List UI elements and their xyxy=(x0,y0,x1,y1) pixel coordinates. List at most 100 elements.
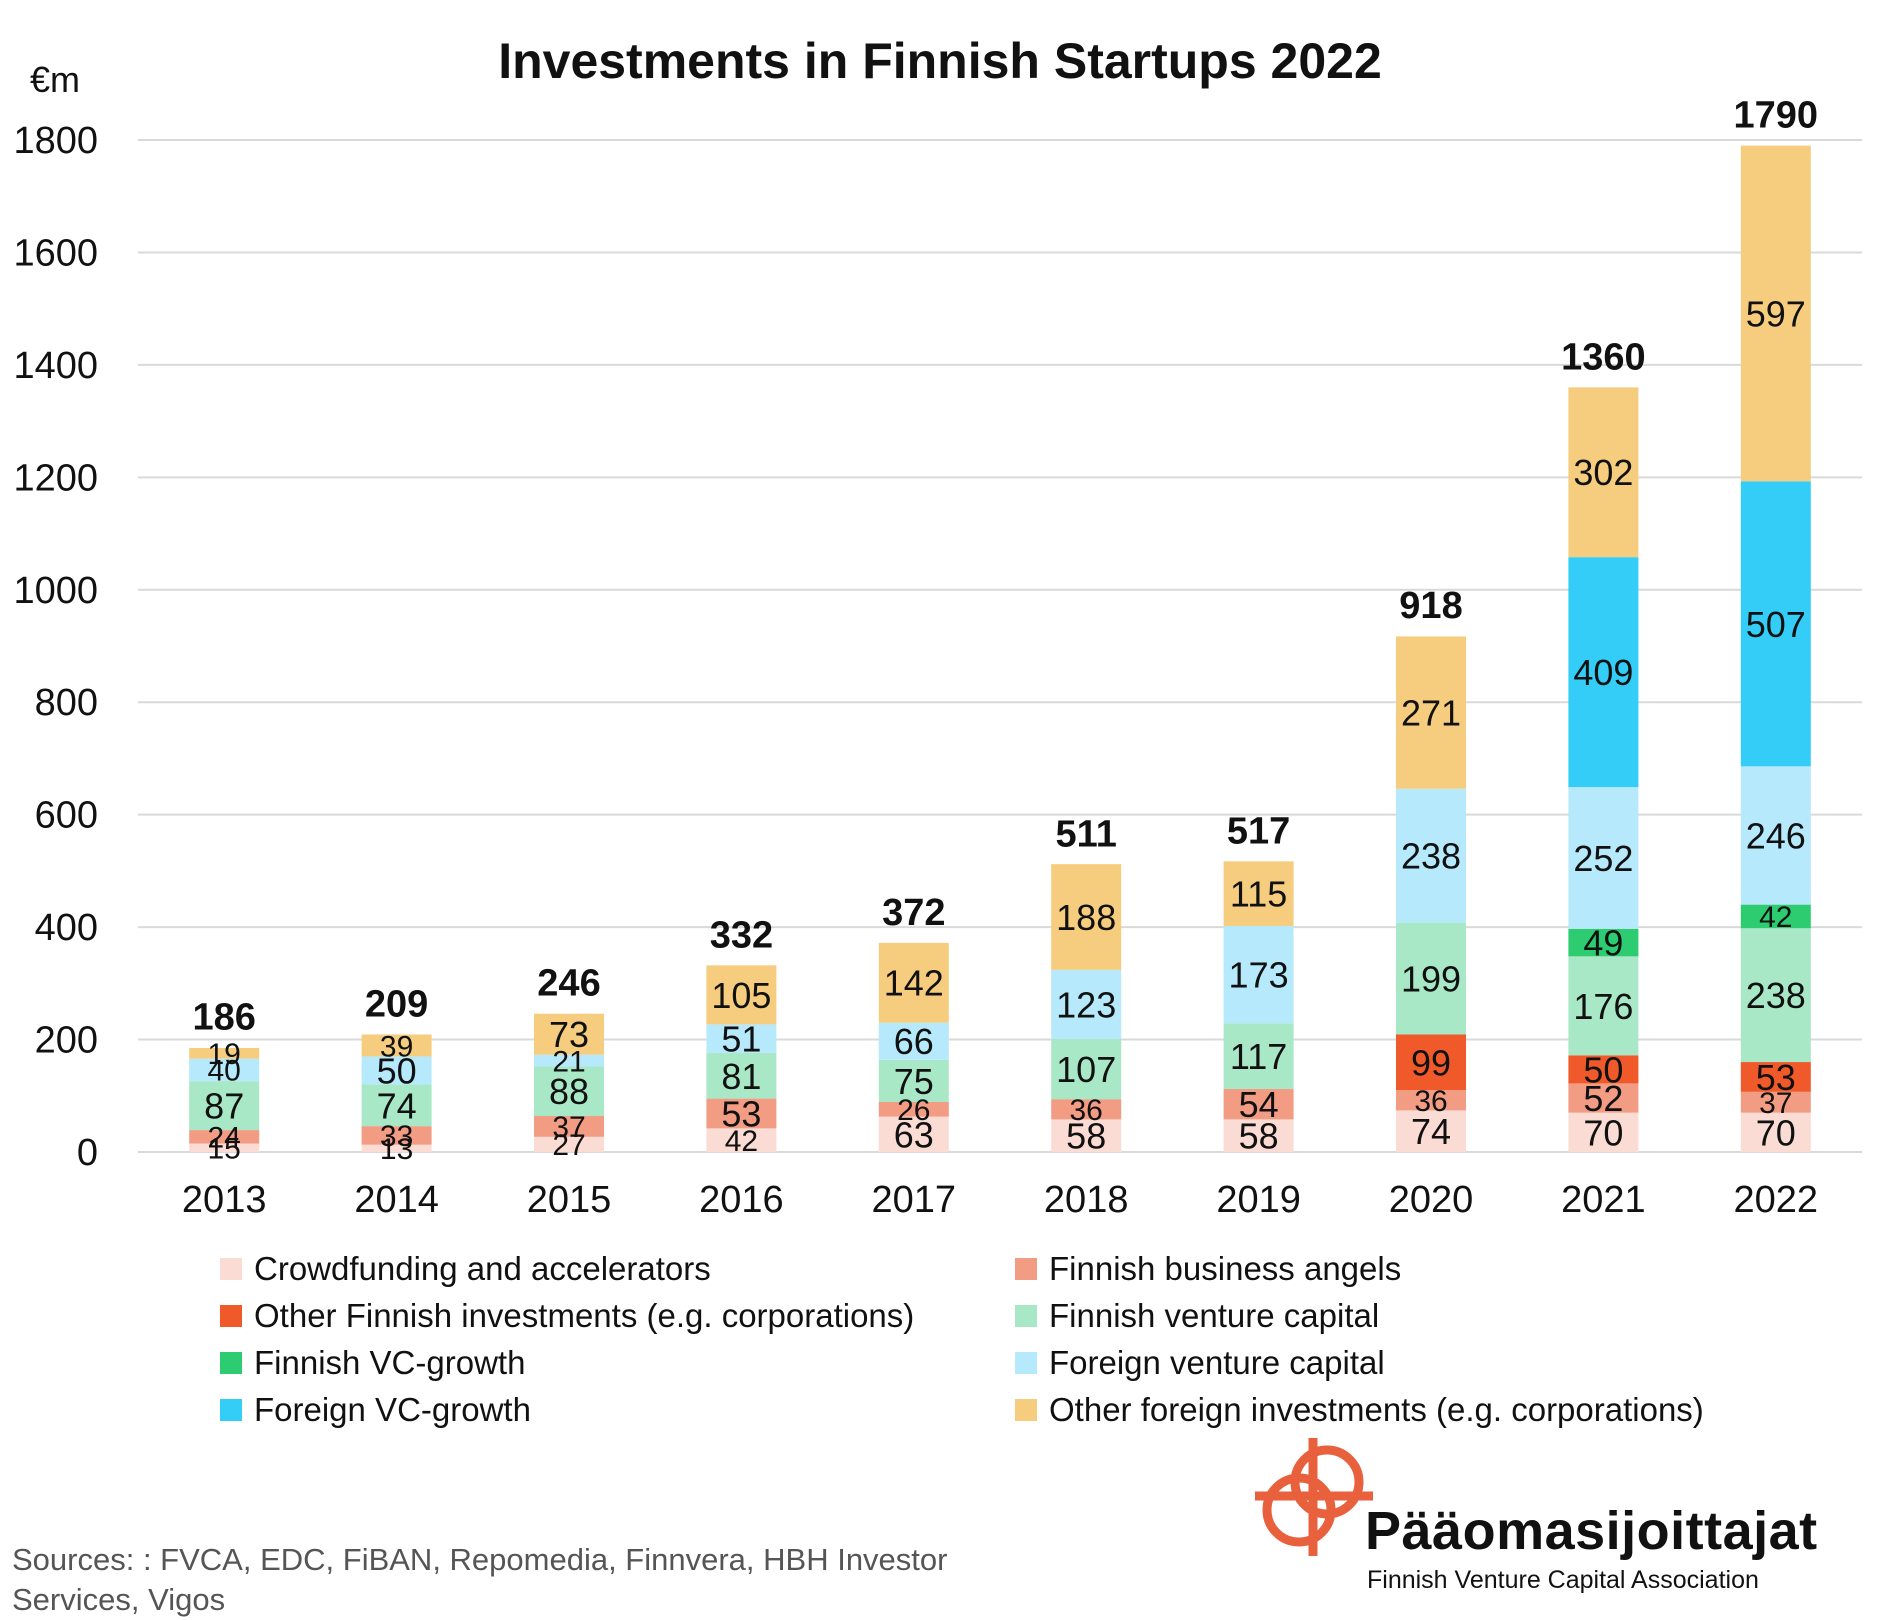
bar-segment xyxy=(1568,1112,1639,1152)
data-label: 117 xyxy=(1230,1036,1287,1077)
x-tick-label: 2018 xyxy=(1044,1179,1129,1221)
bar-segment xyxy=(361,1034,432,1057)
bar-segment xyxy=(878,1022,949,1060)
bar-segment xyxy=(1568,387,1639,558)
bar-segment xyxy=(1568,1083,1639,1113)
x-tick-label: 2020 xyxy=(1389,1179,1474,1221)
bar-segment xyxy=(534,1116,604,1137)
bar-segment xyxy=(878,1116,949,1152)
bar-segment xyxy=(706,1024,777,1054)
bar-segment xyxy=(1051,1099,1122,1120)
data-label: 51 xyxy=(721,1019,761,1060)
x-tick-label: 2016 xyxy=(699,1179,784,1221)
legend-item: Other foreign investments (e.g. corporat… xyxy=(1015,1391,1704,1429)
y-tick-label: 400 xyxy=(35,907,98,949)
bar-segment xyxy=(1740,1112,1811,1152)
bar-segment xyxy=(534,1054,604,1067)
x-tick-label: 2014 xyxy=(354,1179,439,1221)
bar-segment xyxy=(1223,861,1294,926)
data-label: 21 xyxy=(552,1045,585,1078)
data-label: 176 xyxy=(1573,986,1633,1027)
legend-swatch xyxy=(220,1352,242,1374)
data-label: 74 xyxy=(1411,1111,1451,1152)
total-label: 372 xyxy=(882,892,945,934)
legend-swatch xyxy=(220,1399,242,1421)
data-label: 40 xyxy=(208,1055,241,1088)
total-label: 517 xyxy=(1227,810,1290,852)
data-label: 252 xyxy=(1573,838,1633,879)
data-label: 50 xyxy=(377,1050,417,1091)
legend-swatch xyxy=(1015,1399,1037,1421)
y-tick-label: 1800 xyxy=(13,120,98,162)
data-label: 24 xyxy=(208,1122,241,1155)
legend-item: Finnish venture capital xyxy=(1015,1297,1379,1335)
bar-segment xyxy=(1051,969,1122,1039)
x-tick-label: 2019 xyxy=(1216,1179,1301,1221)
x-tick-label: 2022 xyxy=(1734,1179,1819,1221)
bar-segment xyxy=(706,1098,777,1129)
y-axis-unit-label: €m xyxy=(30,59,80,100)
data-label: 75 xyxy=(894,1061,934,1102)
bar-segment xyxy=(189,1130,260,1144)
bar-segment xyxy=(361,1126,432,1145)
bar-segment xyxy=(361,1084,432,1127)
data-label: 142 xyxy=(884,963,944,1004)
bar-segment xyxy=(706,965,777,1025)
legend-label: Other foreign investments (e.g. corporat… xyxy=(1049,1391,1704,1428)
data-label: 19 xyxy=(208,1038,241,1071)
legend-swatch xyxy=(1015,1352,1037,1374)
data-label: 15 xyxy=(208,1133,241,1166)
data-label: 53 xyxy=(1756,1057,1796,1098)
data-label: 73 xyxy=(549,1014,589,1055)
bar-segment xyxy=(361,1144,432,1152)
bar-segment xyxy=(1740,766,1811,905)
bar-segment xyxy=(706,1128,777,1152)
data-label: 271 xyxy=(1401,693,1461,734)
x-tick-label: 2021 xyxy=(1561,1179,1646,1221)
data-label: 42 xyxy=(725,1125,758,1158)
bar-segment xyxy=(1223,1119,1294,1152)
bar-segment xyxy=(1740,145,1811,482)
data-label: 238 xyxy=(1746,975,1806,1016)
y-tick-label: 1400 xyxy=(13,345,98,387)
bar-segment xyxy=(706,1053,777,1099)
bar-segment xyxy=(1051,1119,1122,1152)
data-label: 70 xyxy=(1583,1112,1623,1153)
legend-label: Finnish business angels xyxy=(1049,1250,1402,1287)
total-label: 511 xyxy=(1056,814,1117,856)
bar-segment xyxy=(1740,481,1811,767)
data-label: 53 xyxy=(721,1093,761,1134)
legend-item: Crowdfunding and accelerators xyxy=(220,1250,711,1288)
bar-segment xyxy=(1396,1090,1466,1111)
bar-segment xyxy=(1568,956,1639,1056)
bar-segment xyxy=(1568,787,1639,929)
y-tick-label: 1600 xyxy=(13,232,98,274)
legend-item: Foreign venture capital xyxy=(1015,1344,1385,1382)
legend-label: Other Finnish investments (e.g. corporat… xyxy=(254,1297,915,1334)
data-label: 115 xyxy=(1230,874,1287,915)
legend-label: Finnish VC-growth xyxy=(254,1344,526,1381)
legend-swatch xyxy=(220,1258,242,1280)
data-label: 27 xyxy=(552,1129,585,1162)
data-label: 50 xyxy=(1583,1049,1623,1090)
data-label: 58 xyxy=(1066,1116,1106,1157)
total-label: 1790 xyxy=(1734,95,1819,137)
bar-segment xyxy=(1051,1038,1122,1100)
fvca-logo-mark-icon xyxy=(1255,1438,1373,1556)
stacked-bar-chart: Investments in Finnish Startups 2022 €m … xyxy=(13,33,1862,1221)
bar-segment xyxy=(1740,1091,1811,1113)
bar-segment xyxy=(361,1056,432,1085)
data-label: 66 xyxy=(894,1021,934,1062)
bar-segment xyxy=(1740,1062,1811,1092)
data-label: 507 xyxy=(1746,604,1806,645)
legend-label: Crowdfunding and accelerators xyxy=(254,1250,711,1287)
bar-segment xyxy=(1396,1034,1466,1091)
bar-segment xyxy=(534,1066,604,1117)
bar-segment xyxy=(1223,925,1294,1024)
data-label: 26 xyxy=(897,1094,930,1127)
data-label: 42 xyxy=(1759,901,1792,934)
bar-segment xyxy=(1568,928,1639,957)
bar-segment xyxy=(189,1047,260,1059)
legend-swatch xyxy=(1015,1258,1037,1280)
bar-segment xyxy=(1223,1089,1294,1120)
